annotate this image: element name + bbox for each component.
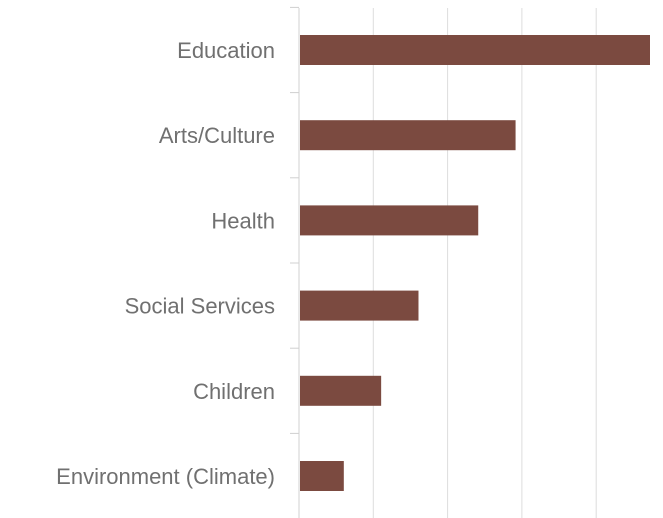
bar-health [300, 205, 479, 236]
bar-arts-culture [300, 120, 516, 151]
category-label: Arts/Culture [159, 123, 275, 148]
bar-environment-climate [300, 461, 344, 491]
category-axis [290, 6, 300, 518]
bars [300, 35, 650, 491]
bar-education [300, 35, 650, 65]
gridlines [372, 8, 597, 518]
category-label: Education [177, 38, 275, 63]
bar-social-services [300, 290, 419, 321]
category-label: Health [211, 208, 275, 233]
category-label: Environment (Climate) [56, 464, 275, 489]
category-label: Social Services [125, 294, 275, 319]
category-label: Children [193, 379, 275, 404]
bar-children [300, 375, 382, 406]
category-labels: Education Arts/Culture Health Social Servic… [56, 38, 275, 489]
